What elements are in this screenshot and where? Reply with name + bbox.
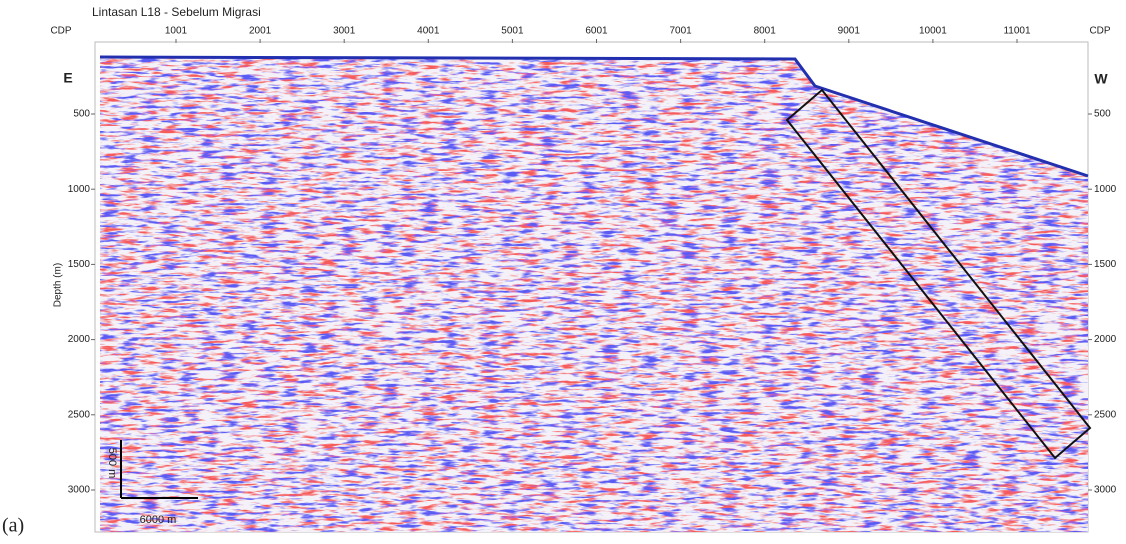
cdp-tick-label: 7001 [669,26,692,37]
depth-tick-label: 1000 [1094,184,1117,195]
side-marker: W [1094,71,1108,87]
title: Lintasan L18 - Sebelum Migrasi [92,5,261,19]
depth-tick-label: 1500 [68,259,91,270]
cdp-tick-label: 8001 [754,26,777,37]
cdp-tick-label: 11001 [1003,26,1031,37]
depth-tick-label: 500 [1094,109,1111,120]
depth-tick-label: 3000 [68,485,91,496]
figure: Lintasan L18 - Sebelum Migrasi CDP CDP E… [0,0,1126,544]
cdp-tick-label: 10001 [919,26,947,37]
side-marker: E [63,70,72,86]
cdp-label: CDP [50,26,71,37]
cdp-tick-label: 9001 [838,26,861,37]
scale-label: 6000 m [140,514,177,526]
depth-tick-label: 2000 [68,334,91,345]
cdp-tick-label: 1001 [165,26,188,37]
depth-tick-label: 1500 [1094,259,1117,270]
depth-tick-label: 500 [73,109,90,120]
depth-tick-label: 3000 [1094,485,1117,496]
cdp-label: CDP [1089,26,1110,37]
depth-tick-label: 1000 [68,184,91,195]
depth-tick-label: 2000 [1094,334,1117,345]
cdp-tick-label: 2001 [249,26,272,37]
depth-tick-label: 2500 [68,409,91,420]
cdp-tick-label: 5001 [501,26,524,37]
cdp-tick-label: 3001 [333,26,356,37]
scale-label: 500 m [106,448,118,479]
depth-label: Depth (m) [53,263,64,307]
cdp-tick-label: 4001 [417,26,440,37]
cdp-tick-label: 6001 [585,26,608,37]
panel-label: (a) [2,515,24,537]
depth-tick-label: 2500 [1094,409,1117,420]
